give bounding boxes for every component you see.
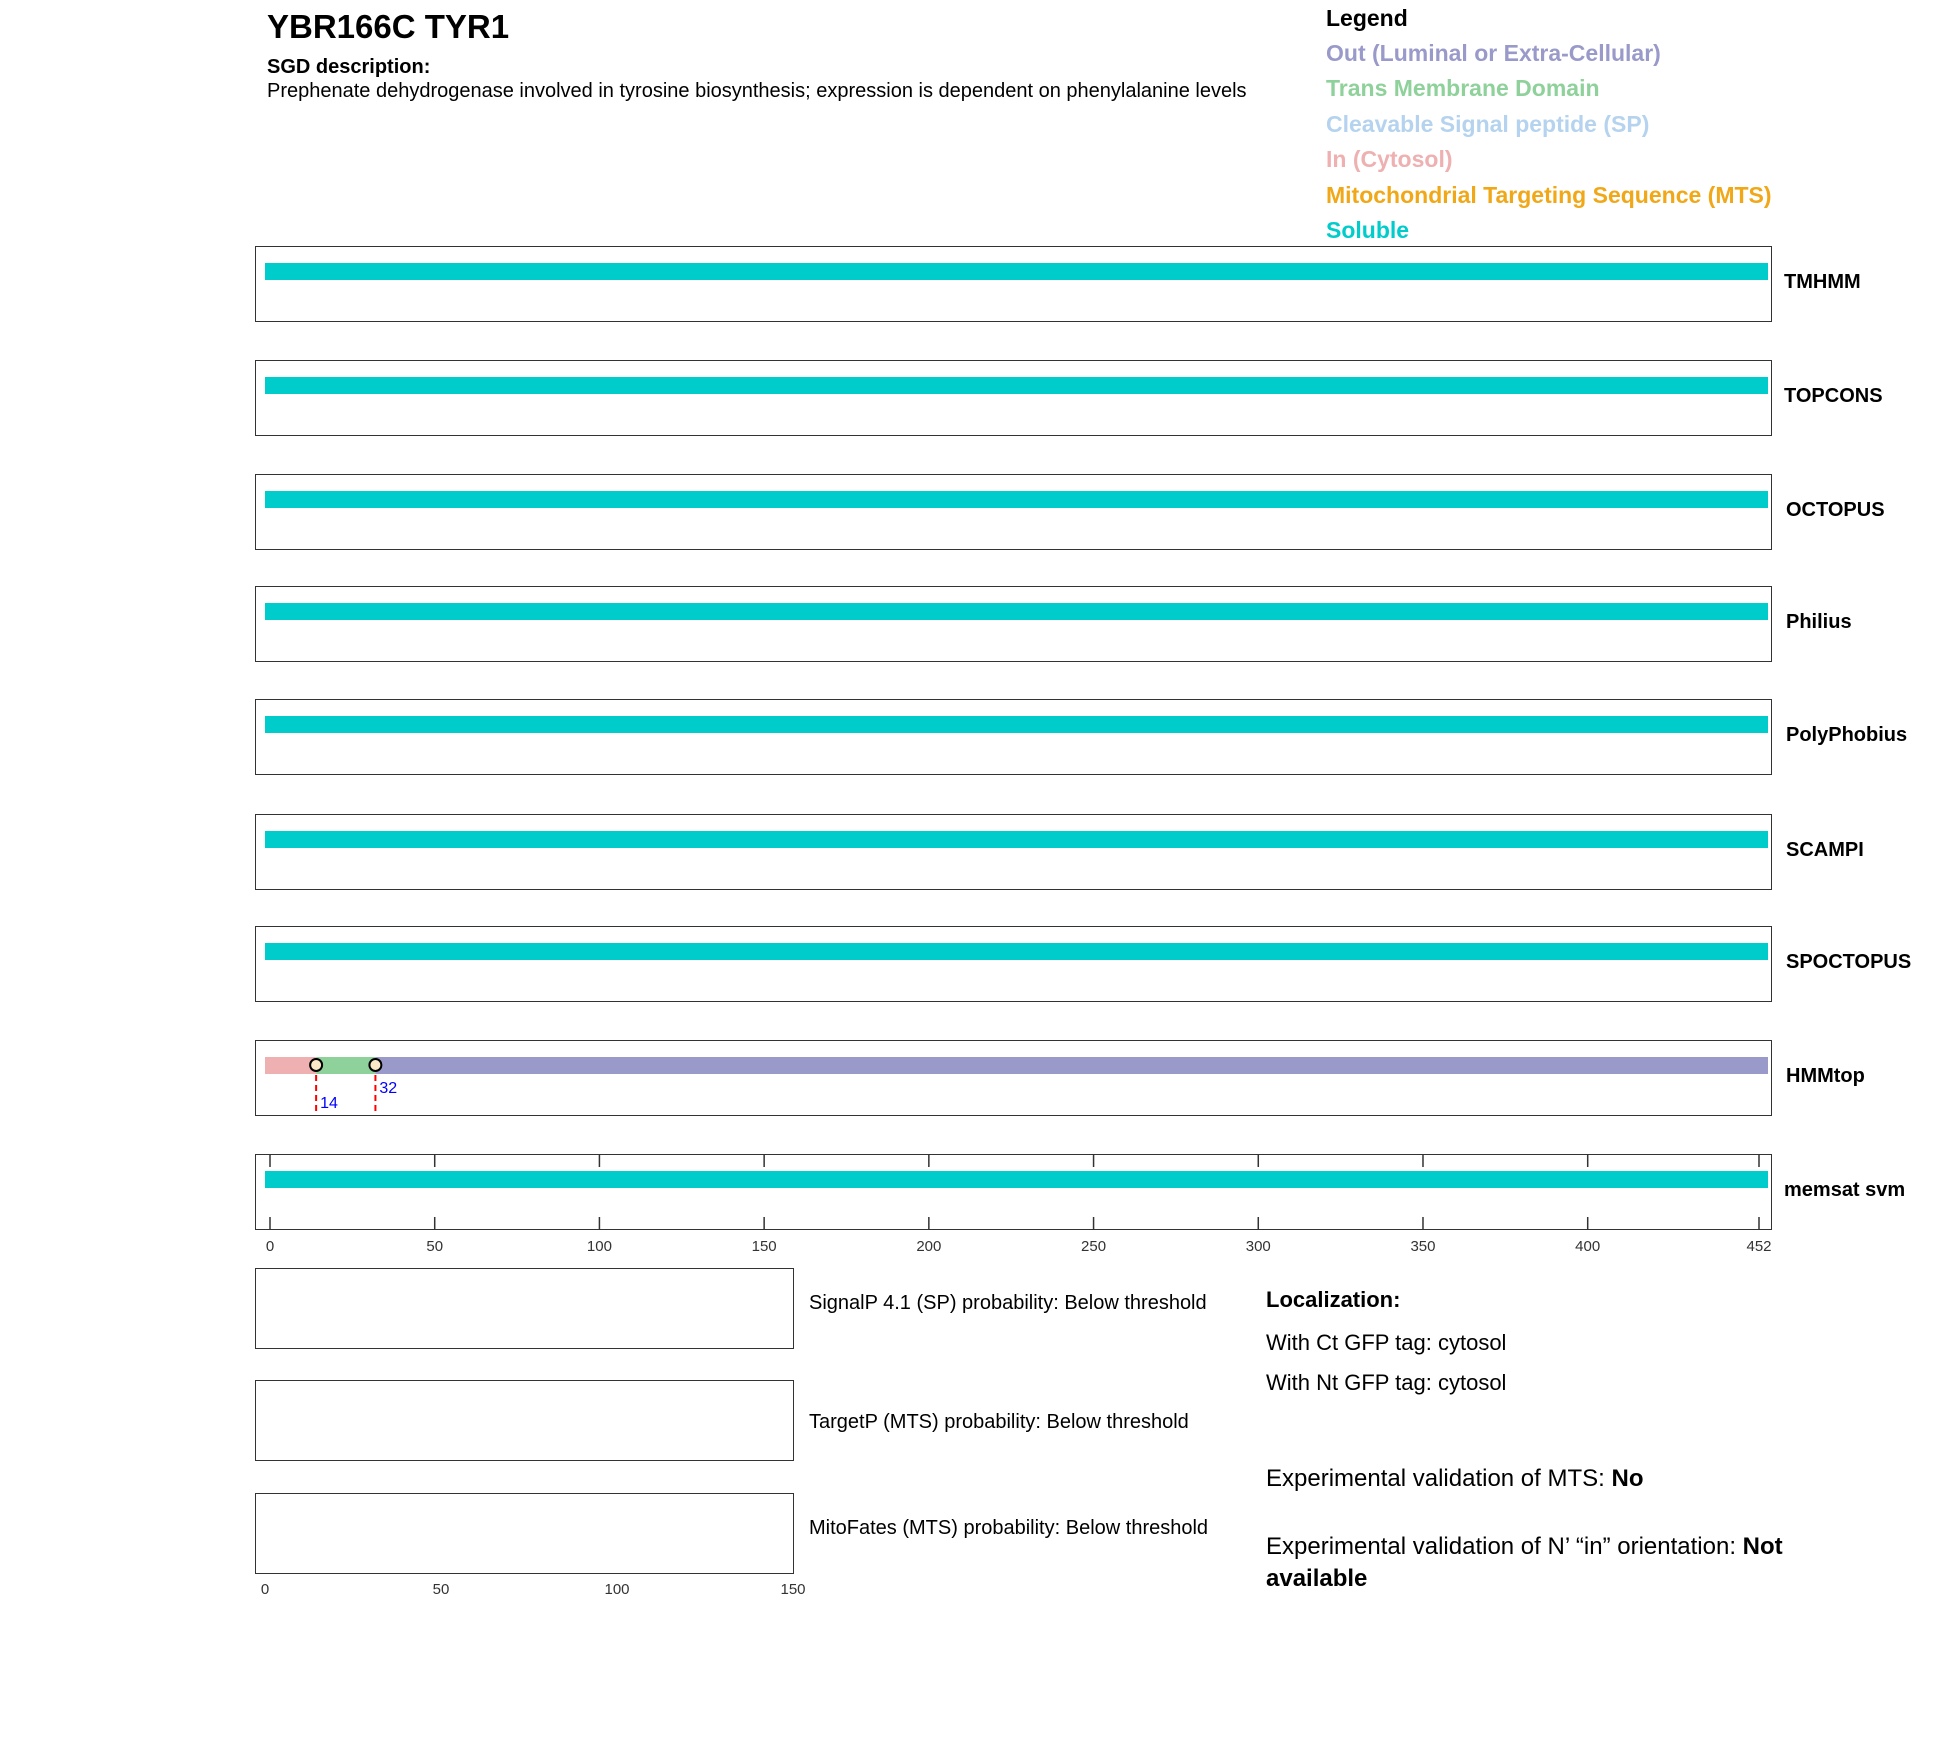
segment-in-cytosol- [265,1057,317,1074]
legend-item: Out (Luminal or Extra-Cellular) [1326,40,1661,66]
track-label: OCTOPUS [1786,499,1885,521]
prob-x-tick-label: 100 [604,1581,629,1598]
track-box-spoctopus [255,926,1772,1002]
orientation-validation: Experimental validation of N’ “in” orien… [1266,1531,1866,1595]
track-label: TOPCONS [1784,385,1883,407]
segment-trans-membrane-domain [316,1057,376,1074]
mts-validation-value: No [1611,1465,1644,1492]
prob-x-tick-label: 0 [261,1581,269,1598]
x-tick-label: 150 [752,1238,777,1255]
x-tick-label: 50 [426,1238,443,1255]
x-tick-label: 250 [1081,1238,1106,1255]
track-box-octopus [255,474,1772,550]
legend-item: Trans Membrane Domain [1326,75,1600,102]
prob-label: SignalP 4.1 (SP) probability: Below thre… [809,1292,1207,1314]
track-label: SCAMPI [1786,839,1864,861]
legend-item: Soluble [1326,217,1410,243]
track-label: memsat svm [1784,1179,1906,1201]
track-box-hmmtop [255,1040,1772,1116]
legend-item: Mitochondrial Targeting Sequence (MTS) [1326,181,1772,208]
prob-panel [255,1380,794,1461]
segment-soluble [265,1171,1768,1188]
localization-heading: Localization: [1266,1287,1401,1312]
track-box-topcons [255,360,1772,436]
sgd-heading: SGD description: [267,56,431,78]
localization-ct: With Ct GFP tag: cytosol [1266,1330,1507,1355]
mts-validation-label: Experimental validation of MTS: [1266,1465,1612,1492]
track-label: Philius [1786,611,1852,633]
segment-soluble [265,831,1768,848]
segment-soluble [265,491,1768,508]
x-tick-label: 200 [916,1238,941,1255]
prob-label: TargetP (MTS) probability: Below thresho… [809,1411,1189,1433]
segment-soluble [265,377,1768,394]
track-label: TMHMM [1784,271,1861,293]
sgd-description: Prephenate dehydrogenase involved in tyr… [267,80,1247,102]
x-tick-label: 100 [587,1238,612,1255]
boundary-marker [368,1058,383,1072]
prob-x-tick-label: 150 [780,1581,805,1598]
prob-panel [255,1268,794,1349]
legend-item: In (Cytosol) [1326,146,1453,173]
boundary-label: 14 [320,1095,338,1112]
segment-soluble [265,603,1768,620]
legend-heading: Legend [1326,5,1408,31]
legend-item: Cleavable Signal peptide (SP) [1326,110,1650,137]
segment-soluble [265,943,1768,960]
x-tick-label: 0 [266,1238,274,1255]
orientation-validation-label: Experimental validation of N’ “in” orien… [1266,1533,1743,1560]
page-title: YBR166C TYR1 [267,8,510,45]
track-box-polyphobius [255,699,1772,775]
prob-label: MitoFates (MTS) probability: Below thres… [809,1517,1209,1539]
track-box-tmhmm [255,246,1772,322]
track-label: HMMtop [1786,1065,1865,1087]
track-label: SPOCTOPUS [1786,951,1912,973]
boundary-marker [309,1058,324,1072]
prob-x-tick-label: 50 [433,1581,450,1598]
x-tick-label: 400 [1575,1238,1600,1255]
mts-validation: Experimental validation of MTS: No [1266,1465,1643,1493]
x-tick-label: 452 [1746,1238,1771,1255]
segment-out-luminal-or-extra-cellular- [375,1057,1769,1074]
track-box-memsat-svm [255,1154,1772,1230]
segment-soluble [265,263,1768,280]
boundary-label: 32 [379,1080,397,1097]
prob-panel [255,1493,794,1574]
segment-soluble [265,716,1768,733]
localization-nt: With Nt GFP tag: cytosol [1266,1370,1507,1395]
x-tick-label: 300 [1246,1238,1271,1255]
orientation-validation-value: Not available [1266,1533,1783,1592]
track-box-scampi [255,814,1772,890]
x-tick-label: 350 [1410,1238,1435,1255]
track-label: PolyPhobius [1786,724,1908,746]
track-box-philius [255,586,1772,662]
